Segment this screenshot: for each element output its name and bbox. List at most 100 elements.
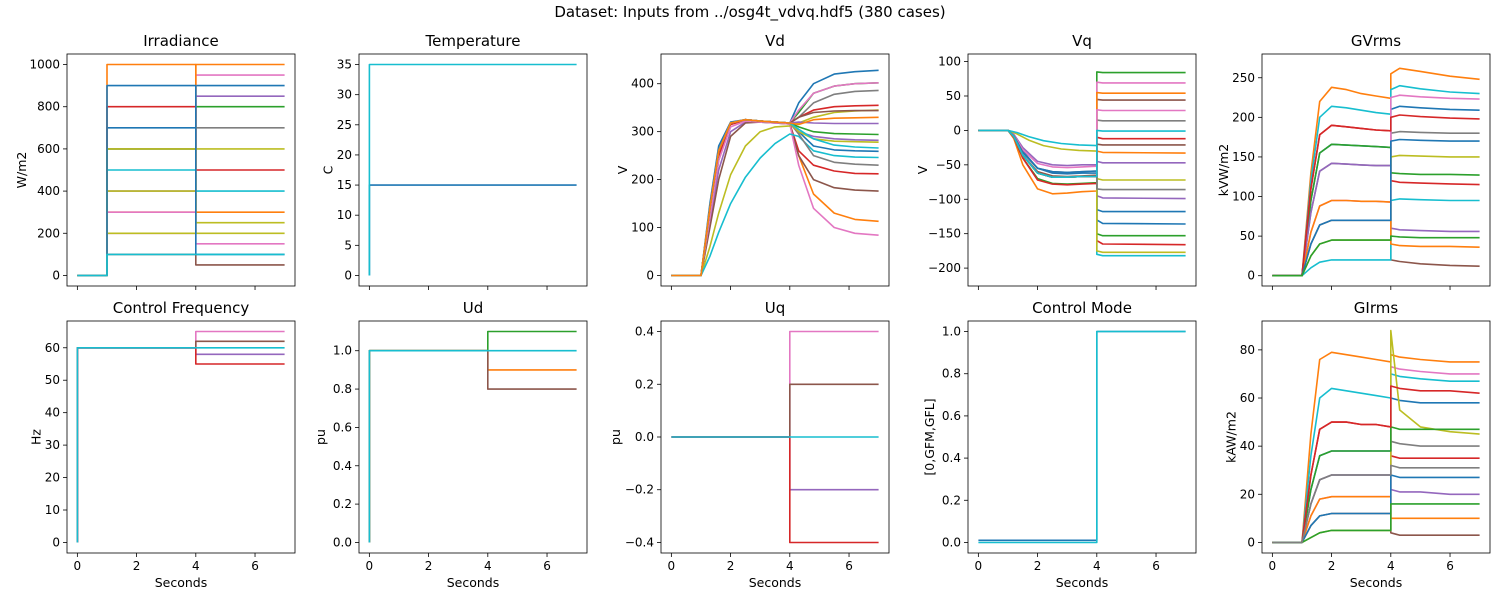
axes-frame	[967, 320, 1197, 554]
y-tick-label: 30	[45, 438, 60, 452]
subplot-title: GVrms	[1351, 32, 1401, 50]
series-line-14	[1272, 235, 1480, 277]
y-tick-label: 0	[52, 535, 60, 549]
y-tick-label: 50	[45, 373, 60, 387]
series-line-0	[76, 330, 285, 543]
series-line-6	[978, 81, 1186, 169]
series-group	[368, 63, 577, 276]
y-tick-label: −200	[928, 261, 961, 275]
series-line-0	[77, 84, 285, 277]
series-line-4	[76, 346, 285, 543]
series-line-9	[978, 129, 1186, 257]
x-tick-label: 6	[1152, 559, 1160, 573]
x-tick-label: 4	[192, 559, 200, 573]
series-line-0	[978, 330, 1186, 542]
x-tick-label: 6	[1446, 559, 1454, 573]
subplot-title: Control Frequency	[113, 299, 250, 317]
subplot-title: Ud	[463, 299, 484, 317]
series-line-8	[978, 129, 1186, 181]
y-tick-label: −50	[936, 158, 961, 172]
y-tick-label: 100	[1232, 190, 1255, 204]
series-line-6	[671, 120, 879, 277]
series-group	[77, 63, 285, 277]
y-axis-label: V	[915, 165, 930, 174]
y-tick-label: 150	[1232, 150, 1255, 164]
series-line-5	[1272, 94, 1480, 277]
y-tick-label: 10	[45, 503, 60, 517]
subplot-6: 0 2 4 6 0.0 0.2 0.4 0.6 0.8 1.0 Ud pu Seconds	[313, 299, 588, 590]
axes-frame	[66, 53, 296, 287]
axes-frame	[660, 53, 890, 287]
series-line-11	[1272, 199, 1480, 277]
series-line-13	[1272, 138, 1480, 277]
subplot-title: Temperature	[424, 32, 520, 50]
y-tick-label: 0.6	[942, 409, 961, 423]
y-tick-label: −150	[928, 227, 961, 241]
series-line-4	[978, 129, 1186, 200]
y-tick-label: 0.4	[635, 325, 654, 339]
y-tick-label: 400	[37, 184, 60, 198]
x-tick-label: 0	[975, 559, 983, 573]
y-axis-label: pu	[313, 429, 328, 445]
y-tick-label: 0	[953, 123, 961, 137]
y-tick-label: 200	[631, 173, 654, 187]
y-tick-label: 40	[45, 406, 60, 420]
series-group	[671, 69, 879, 277]
series-group	[1272, 329, 1480, 544]
y-tick-label: 80	[1240, 343, 1255, 357]
series-line-0	[368, 330, 577, 543]
series-line-6	[77, 74, 285, 277]
y-tick-label: 50	[946, 89, 961, 103]
series-line-1	[978, 330, 1186, 544]
series-line-10	[978, 129, 1186, 213]
series-line-14	[1272, 464, 1480, 544]
series-group	[76, 330, 285, 543]
y-tick-label: 800	[37, 100, 60, 114]
y-tick-label: 30	[337, 88, 352, 102]
series-group	[368, 330, 577, 543]
series-line-5	[77, 253, 285, 277]
y-tick-label: 25	[337, 118, 352, 132]
series-line-0	[1272, 67, 1480, 277]
series-line-1	[368, 63, 577, 276]
series-line-13	[1272, 503, 1480, 544]
series-line-4	[77, 95, 285, 277]
x-axis-label: Seconds	[155, 575, 208, 590]
y-axis-label: kVW/m2	[1216, 144, 1231, 197]
y-tick-label: 0	[646, 268, 654, 282]
series-line-10	[1272, 495, 1480, 544]
series-group	[671, 330, 879, 544]
x-axis-label: Seconds	[749, 575, 802, 590]
x-tick-label: 2	[425, 559, 433, 573]
series-line-19	[978, 129, 1186, 178]
y-tick-label: −100	[928, 192, 961, 206]
series-line-9	[671, 133, 879, 277]
subplot-4: 0 50 100 150 200 250 GVrms kVW/m2	[1216, 32, 1491, 290]
y-tick-label: 200	[37, 226, 60, 240]
y-tick-label: 400	[631, 77, 654, 91]
x-tick-label: 0	[1269, 559, 1277, 573]
series-line-0	[368, 184, 577, 276]
series-line-1	[1272, 84, 1480, 277]
series-line-3	[978, 129, 1186, 246]
axes-frame	[66, 320, 296, 554]
y-axis-label: pu	[608, 429, 623, 445]
series-line-1	[368, 349, 577, 543]
y-tick-label: 200	[1232, 110, 1255, 124]
y-tick-label: 60	[1240, 391, 1255, 405]
y-tick-label: 0.8	[333, 382, 352, 396]
series-line-15	[77, 253, 285, 277]
series-group	[978, 330, 1186, 544]
series-line-14	[77, 84, 285, 277]
x-tick-label: 0	[366, 559, 374, 573]
subplot-title: Irradiance	[143, 32, 219, 50]
y-tick-label: 20	[337, 148, 352, 162]
x-tick-label: 2	[727, 559, 735, 573]
y-tick-label: 600	[37, 142, 60, 156]
y-tick-label: 0.2	[635, 377, 654, 391]
y-axis-label: [0,GFM,GFL]	[922, 398, 937, 475]
subplot-title: GIrms	[1354, 299, 1399, 317]
series-line-1	[76, 340, 285, 543]
x-tick-label: 2	[1328, 559, 1336, 573]
